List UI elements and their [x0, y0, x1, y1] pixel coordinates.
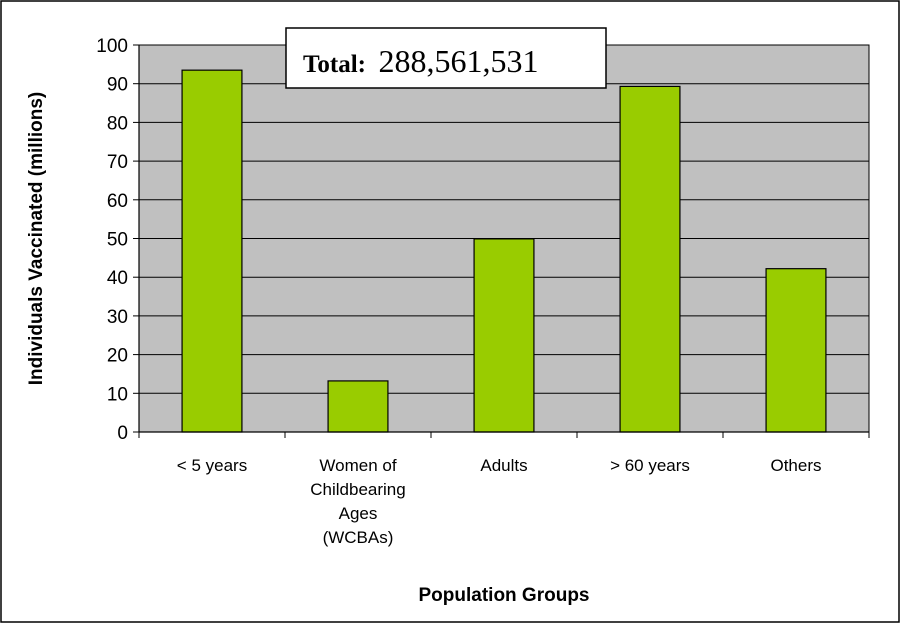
y-tick-label: 100 — [96, 36, 128, 57]
y-tick-label: 60 — [107, 191, 128, 212]
y-axis-title: Individuals Vaccinated (millions) — [26, 92, 47, 386]
y-tick-label: 40 — [107, 268, 128, 289]
x-axis-title: Population Groups — [419, 585, 590, 606]
axes — [133, 44, 870, 438]
bar — [473, 238, 535, 433]
total-value: 288,561,531 — [378, 43, 538, 79]
x-category-label: Others — [770, 456, 821, 475]
y-tick-label: 80 — [107, 113, 128, 134]
bar — [765, 268, 827, 433]
total-annotation: Total: 288,561,531 — [285, 27, 607, 89]
y-tick-labels: 0 10 20 30 40 50 60 70 80 90 100 — [96, 36, 128, 444]
total-label: Total: — [303, 51, 366, 78]
total-annotation-text: Total: 288,561,531 — [303, 43, 538, 79]
y-tick-label: 90 — [107, 75, 128, 96]
y-tick-label: 0 — [117, 423, 128, 444]
bar — [181, 69, 243, 433]
bar — [327, 380, 389, 433]
x-category-label: (WCBAs) — [323, 528, 394, 547]
x-category-label: Ages — [339, 504, 378, 523]
x-category-label: Adults — [480, 456, 527, 475]
y-tick-label: 10 — [107, 384, 128, 405]
y-tick-label: 70 — [107, 152, 128, 173]
x-category-labels: < 5 years Women of Childbearing Ages (WCBAs)… — [177, 456, 822, 547]
bar — [619, 85, 681, 433]
y-tick-label: 20 — [107, 346, 128, 367]
total-annotation-box — [285, 27, 607, 89]
x-category-label: Childbearing — [310, 480, 405, 499]
y-tick-label: 30 — [107, 307, 128, 328]
y-tick-label: 50 — [107, 230, 128, 251]
x-category-label: > 60 years — [610, 456, 690, 475]
x-category-label: Women of — [319, 456, 396, 475]
x-category-label: < 5 years — [177, 456, 247, 475]
